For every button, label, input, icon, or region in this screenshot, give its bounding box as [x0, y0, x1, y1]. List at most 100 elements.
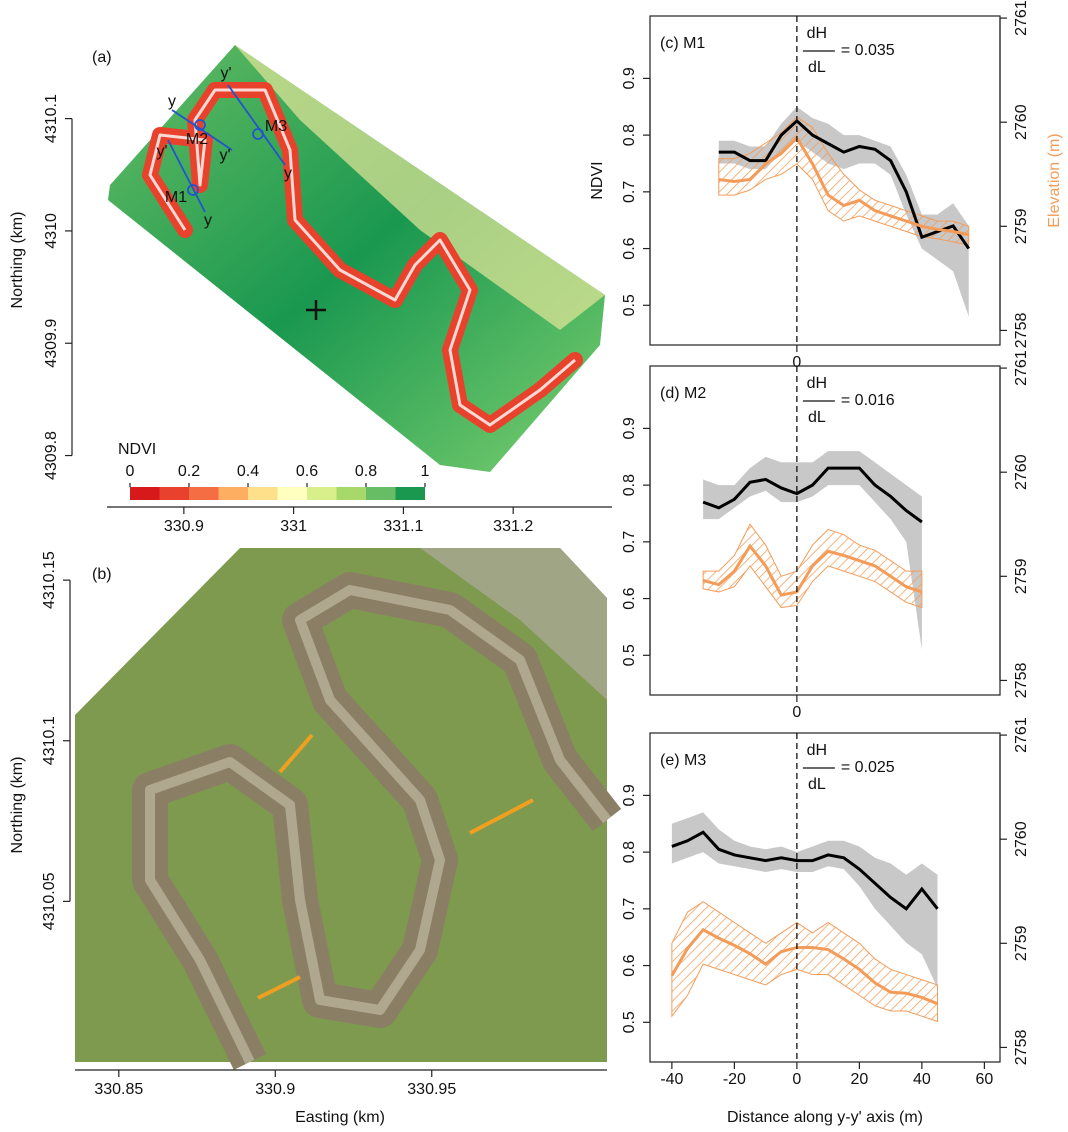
x-tick-label: 331.1 [383, 518, 423, 535]
y-tick-label: 0.6 [621, 237, 638, 259]
map-annotation: y [204, 212, 212, 229]
x-tick-label: 60 [975, 1071, 993, 1088]
colorbar-cell [248, 487, 278, 500]
y-tick-label: 0.7 [621, 898, 638, 920]
range-band [718, 116, 970, 246]
map-annotation: M1 [165, 189, 187, 206]
data-line [718, 135, 970, 237]
y-axis-label: NDVI [589, 161, 606, 199]
panel-label: (c) M1 [660, 35, 705, 52]
y-axis-label: Northing (km) [9, 757, 26, 854]
y-tick-label: 2761 [1013, 350, 1030, 386]
y-tick-label: 0.8 [621, 474, 638, 496]
colorbar-cell [218, 487, 248, 500]
panel-label: (d) M2 [660, 385, 706, 402]
colorbar-cell [130, 487, 160, 500]
map-annotation: M2 [186, 131, 208, 148]
data-line [670, 927, 939, 1006]
colorbar-tick-label: 0.8 [355, 463, 377, 480]
data-line [702, 543, 923, 597]
data-line [718, 118, 970, 250]
colorbar-cell [366, 487, 396, 500]
y-tick-label: 0.6 [621, 587, 638, 609]
colorbar-tick-label: 0.6 [296, 463, 318, 480]
panel-label: (a) [92, 49, 112, 66]
x-tick-label: -20 [723, 1071, 746, 1088]
y-tick-label: 0.9 [621, 67, 638, 89]
y-tick-label: 4310.15 [41, 551, 58, 609]
x-axis-label: Easting (km) [295, 1109, 385, 1126]
x-tick-label: 0 [792, 354, 801, 371]
y-tick-label: 0.5 [621, 644, 638, 666]
y-tick-label: 2759 [1013, 925, 1030, 961]
colorbar-cell [159, 487, 189, 500]
ndvi-map [108, 45, 605, 472]
y-tick-label: 2761 [1013, 0, 1030, 36]
x-tick-label: 330.9 [255, 1081, 295, 1098]
colorbar-title: NDVI [118, 441, 156, 458]
x-tick-label: 40 [913, 1071, 931, 1088]
y-tick-label: 0.9 [621, 417, 638, 439]
colorbar-tick-label: 0.2 [178, 463, 200, 480]
colorbar-tick-label: 0 [126, 463, 135, 480]
x-tick-label: 0 [792, 1071, 801, 1088]
data-line [671, 830, 939, 911]
range-band [718, 106, 969, 317]
y-tick-label: 2760 [1013, 104, 1030, 140]
y-tick-label: 0.6 [621, 954, 638, 976]
x-tick-label: 330.9 [164, 518, 204, 535]
map-annotation: y [168, 93, 176, 110]
y-tick-label: 0.9 [621, 784, 638, 806]
y-tick-label: 0.7 [621, 531, 638, 553]
y-tick-label: 4310.1 [41, 716, 58, 765]
y-tick-label: 2758 [1013, 313, 1030, 349]
range-band [703, 451, 922, 650]
colorbar-cell [277, 487, 307, 500]
y-tick-label: 2760 [1013, 821, 1030, 857]
x-tick-label: 0 [792, 704, 801, 721]
annotation-numerator: dH [807, 25, 827, 42]
y-tick-label: 4309.9 [43, 319, 60, 368]
colorbar-cell [395, 487, 425, 500]
map-annotation: y' [156, 143, 167, 160]
colorbar-tick-label: 0.4 [237, 463, 259, 480]
x-axis-label: Distance along y-y' axis (m) [727, 1109, 923, 1126]
x-tick-label: 331 [280, 518, 307, 535]
y-tick-label: 2761 [1013, 717, 1030, 753]
annotation-value: = 0.035 [841, 42, 895, 59]
annotation-numerator: dH [807, 375, 827, 392]
annotation-denominator: dL [808, 59, 826, 76]
y-tick-label: 4310.1 [43, 94, 60, 143]
annotation-denominator: dL [808, 776, 826, 793]
annotation-numerator: dH [807, 742, 827, 759]
y-tick-label: 4309.8 [43, 431, 60, 480]
x-tick-label: 331.2 [493, 518, 533, 535]
y-tick-label: 4310 [43, 213, 60, 249]
y-tick-label: 2760 [1013, 454, 1030, 490]
y-tick-label: 4310.05 [41, 872, 58, 930]
aerial-photo [75, 548, 622, 1070]
y-tick-label: 0.5 [621, 1011, 638, 1033]
map-annotation: y' [219, 147, 230, 164]
colorbar-cell [336, 487, 366, 500]
x-tick-label: 330.85 [94, 1081, 143, 1098]
y-axis-label: Northing (km) [9, 212, 26, 309]
y-tick-label: 0.7 [621, 181, 638, 203]
data-line [702, 466, 923, 524]
annotation-value: = 0.025 [841, 759, 895, 776]
panel-label: (b) [92, 566, 112, 583]
map-annotation: M3 [265, 118, 287, 135]
annotation-value: = 0.016 [841, 392, 895, 409]
y-tick-label: 2758 [1013, 1030, 1030, 1066]
y-tick-label: 2759 [1013, 558, 1030, 594]
panel-label: (e) M3 [660, 752, 706, 769]
x-tick-label: 20 [850, 1071, 868, 1088]
colorbar-cell [189, 487, 219, 500]
y-tick-label: 0.8 [621, 841, 638, 863]
y2-axis-label: Elevation (m) [1046, 133, 1063, 227]
range-band [671, 901, 938, 1023]
y-tick-label: 0.5 [621, 294, 638, 316]
x-tick-label: -40 [660, 1071, 683, 1088]
y-tick-label: 2759 [1013, 208, 1030, 244]
